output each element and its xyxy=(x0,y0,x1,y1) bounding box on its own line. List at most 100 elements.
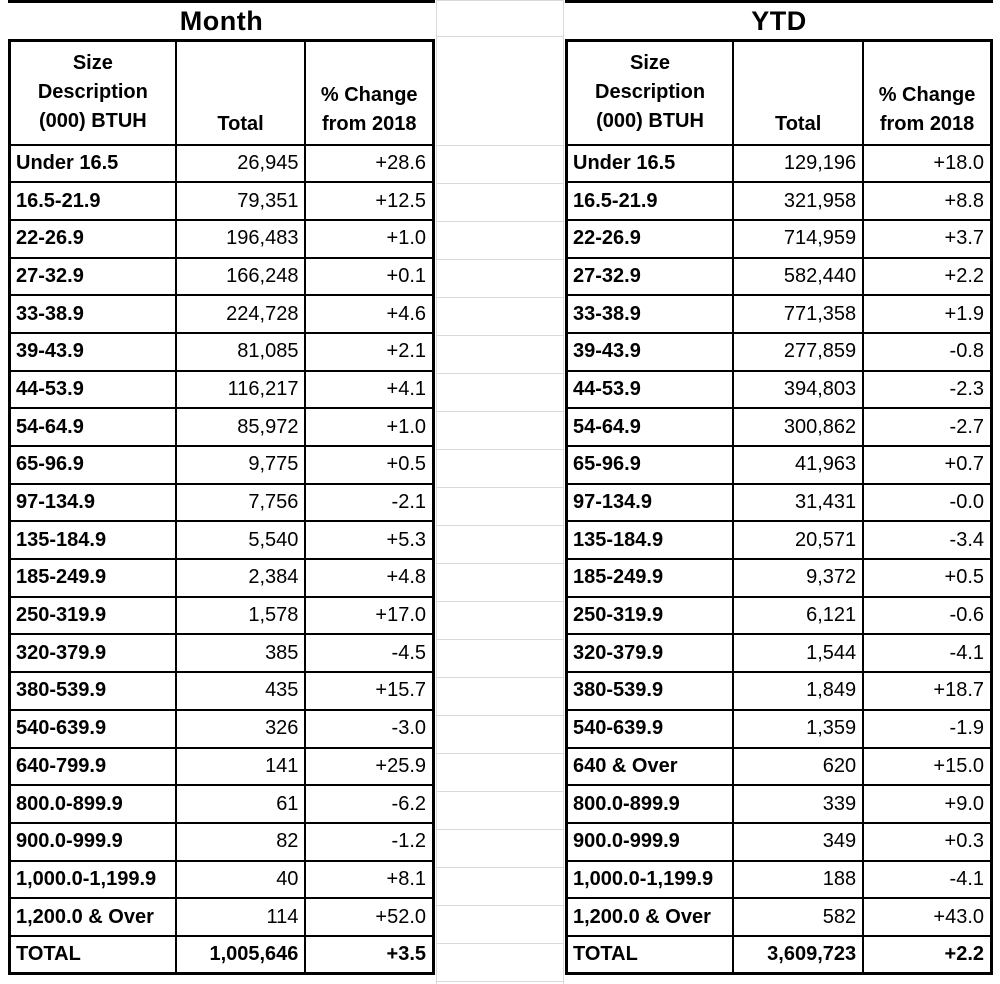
pct-change-cell: +9.0 xyxy=(862,784,993,824)
table-row: 1,000.0-1,199.9 40 +8.1 xyxy=(8,859,435,900)
table-row: 185-249.9 9,372 +0.5 xyxy=(565,558,993,598)
size-description-cell: 44-53.9 xyxy=(8,369,177,410)
pct-change-cell: +25.9 xyxy=(304,746,435,787)
pct-change-cell: -4.1 xyxy=(862,859,993,900)
size-description-cell: Under 16.5 xyxy=(8,143,177,184)
total-cell: 6,121 xyxy=(732,595,865,636)
total-cell: 326 xyxy=(174,708,307,749)
size-description-header: Size Description (000) BTUH xyxy=(565,39,735,146)
pct-change-header: % Change from 2018 xyxy=(304,39,435,146)
size-description-cell: 16.5-21.9 xyxy=(565,181,735,221)
table-row: 44-53.9 116,217 +4.1 xyxy=(8,369,435,410)
table-row: Under 16.5 129,196 +18.0 xyxy=(565,143,993,184)
total-cell: 1,359 xyxy=(732,708,865,749)
table-row: 380-539.9 1,849 +18.7 xyxy=(565,671,993,711)
pct-change-cell: +5.3 xyxy=(304,520,435,561)
table-row: 16.5-21.9 79,351 +12.5 xyxy=(8,181,435,221)
table-row: 250-319.9 6,121 -0.6 xyxy=(565,595,993,636)
total-cell: 9,372 xyxy=(732,558,865,598)
table-row: 640-799.9 141 +25.9 xyxy=(8,746,435,787)
total-cell: 224,728 xyxy=(174,294,307,334)
pct-change-cell: -3.4 xyxy=(862,520,993,561)
total-cell: 85,972 xyxy=(174,407,307,447)
pct-change-cell: +18.7 xyxy=(862,671,993,711)
month-table-body: Under 16.5 26,945 +28.6 16.5-21.9 79,351… xyxy=(8,143,435,937)
pct-change-cell: +17.0 xyxy=(304,595,435,636)
pct-change-cell: +0.5 xyxy=(862,558,993,598)
pct-change-cell: +52.0 xyxy=(304,897,435,937)
size-description-cell: 800.0-899.9 xyxy=(8,784,177,824)
table-row: 54-64.9 85,972 +1.0 xyxy=(8,407,435,447)
pct-change-cell: +4.1 xyxy=(304,369,435,410)
ytd-table: Size Description (000) BTUH Total % Chan… xyxy=(565,39,993,976)
total-cell: 82 xyxy=(174,821,307,862)
size-description-cell: 250-319.9 xyxy=(565,595,735,636)
size-description-header: Size Description (000) BTUH xyxy=(8,39,177,146)
table-row: 44-53.9 394,803 -2.3 xyxy=(565,369,993,410)
size-description-cell: 54-64.9 xyxy=(8,407,177,447)
pct-change-cell: +18.0 xyxy=(862,143,993,184)
month-table: Size Description (000) BTUH Total % Chan… xyxy=(8,39,435,976)
total-cell: 2,384 xyxy=(174,558,307,598)
pct-change-cell: -3.0 xyxy=(304,708,435,749)
table-row: 800.0-899.9 61 -6.2 xyxy=(8,784,435,824)
table-row: 900.0-999.9 82 -1.2 xyxy=(8,821,435,862)
table-row: 27-32.9 582,440 +2.2 xyxy=(565,256,993,297)
total-row-label: TOTAL xyxy=(565,934,735,975)
table-row: 185-249.9 2,384 +4.8 xyxy=(8,558,435,598)
pct-change-cell: +8.1 xyxy=(304,859,435,900)
pct-change-cell: +28.6 xyxy=(304,143,435,184)
table-row: 380-539.9 435 +15.7 xyxy=(8,671,435,711)
pct-change-cell: +0.5 xyxy=(304,445,435,485)
table-row: 1,200.0 & Over 114 +52.0 xyxy=(8,897,435,937)
pct-change-cell: +4.8 xyxy=(304,558,435,598)
total-cell: 339 xyxy=(732,784,865,824)
pct-change-cell: +8.8 xyxy=(862,181,993,221)
pct-change-cell: +43.0 xyxy=(862,897,993,937)
ytd-title: YTD xyxy=(565,0,993,39)
size-description-cell: 27-32.9 xyxy=(565,256,735,297)
total-cell: 394,803 xyxy=(732,369,865,410)
table-row: 540-639.9 1,359 -1.9 xyxy=(565,708,993,749)
pct-change-cell: +3.7 xyxy=(862,218,993,259)
total-cell: 9,775 xyxy=(174,445,307,485)
total-cell: 196,483 xyxy=(174,218,307,259)
table-row: 33-38.9 224,728 +4.6 xyxy=(8,294,435,334)
total-cell: 20,571 xyxy=(732,520,865,561)
pct-change-cell: +4.6 xyxy=(304,294,435,334)
total-cell: 582,440 xyxy=(732,256,865,297)
table-row: 65-96.9 9,775 +0.5 xyxy=(8,445,435,485)
pct-change-cell: -2.3 xyxy=(862,369,993,410)
pct-change-cell: +1.0 xyxy=(304,218,435,259)
size-description-cell: 1,000.0-1,199.9 xyxy=(565,859,735,900)
table-row: 39-43.9 81,085 +2.1 xyxy=(8,331,435,372)
total-row: TOTAL 1,005,646 +3.5 xyxy=(8,934,435,975)
table-row: 16.5-21.9 321,958 +8.8 xyxy=(565,181,993,221)
pct-change-cell: -4.5 xyxy=(304,633,435,674)
total-cell: 166,248 xyxy=(174,256,307,297)
table-row: 135-184.9 20,571 -3.4 xyxy=(565,520,993,561)
pct-change-cell: -0.6 xyxy=(862,595,993,636)
total-row: TOTAL 3,609,723 +2.2 xyxy=(565,934,993,975)
size-description-cell: 16.5-21.9 xyxy=(8,181,177,221)
total-cell: 26,945 xyxy=(174,143,307,184)
table-row: 97-134.9 31,431 -0.0 xyxy=(565,482,993,523)
size-description-cell: 22-26.9 xyxy=(8,218,177,259)
size-description-cell: 540-639.9 xyxy=(565,708,735,749)
size-description-cell: 1,000.0-1,199.9 xyxy=(8,859,177,900)
table-row: 800.0-899.9 339 +9.0 xyxy=(565,784,993,824)
month-panel: Month Size Description (000) BTUH Total … xyxy=(8,0,435,976)
pct-change-cell: -2.7 xyxy=(862,407,993,447)
table-row: 39-43.9 277,859 -0.8 xyxy=(565,331,993,372)
pct-change-cell: +12.5 xyxy=(304,181,435,221)
pct-change-cell: -6.2 xyxy=(304,784,435,824)
month-title: Month xyxy=(8,0,435,39)
pct-change-cell: -1.9 xyxy=(862,708,993,749)
total-cell: 435 xyxy=(174,671,307,711)
total-cell: 114 xyxy=(174,897,307,937)
pct-change-cell: -2.1 xyxy=(304,482,435,523)
size-description-cell: 33-38.9 xyxy=(565,294,735,334)
size-description-cell: 900.0-999.9 xyxy=(8,821,177,862)
table-row: 320-379.9 385 -4.5 xyxy=(8,633,435,674)
table-row: 97-134.9 7,756 -2.1 xyxy=(8,482,435,523)
